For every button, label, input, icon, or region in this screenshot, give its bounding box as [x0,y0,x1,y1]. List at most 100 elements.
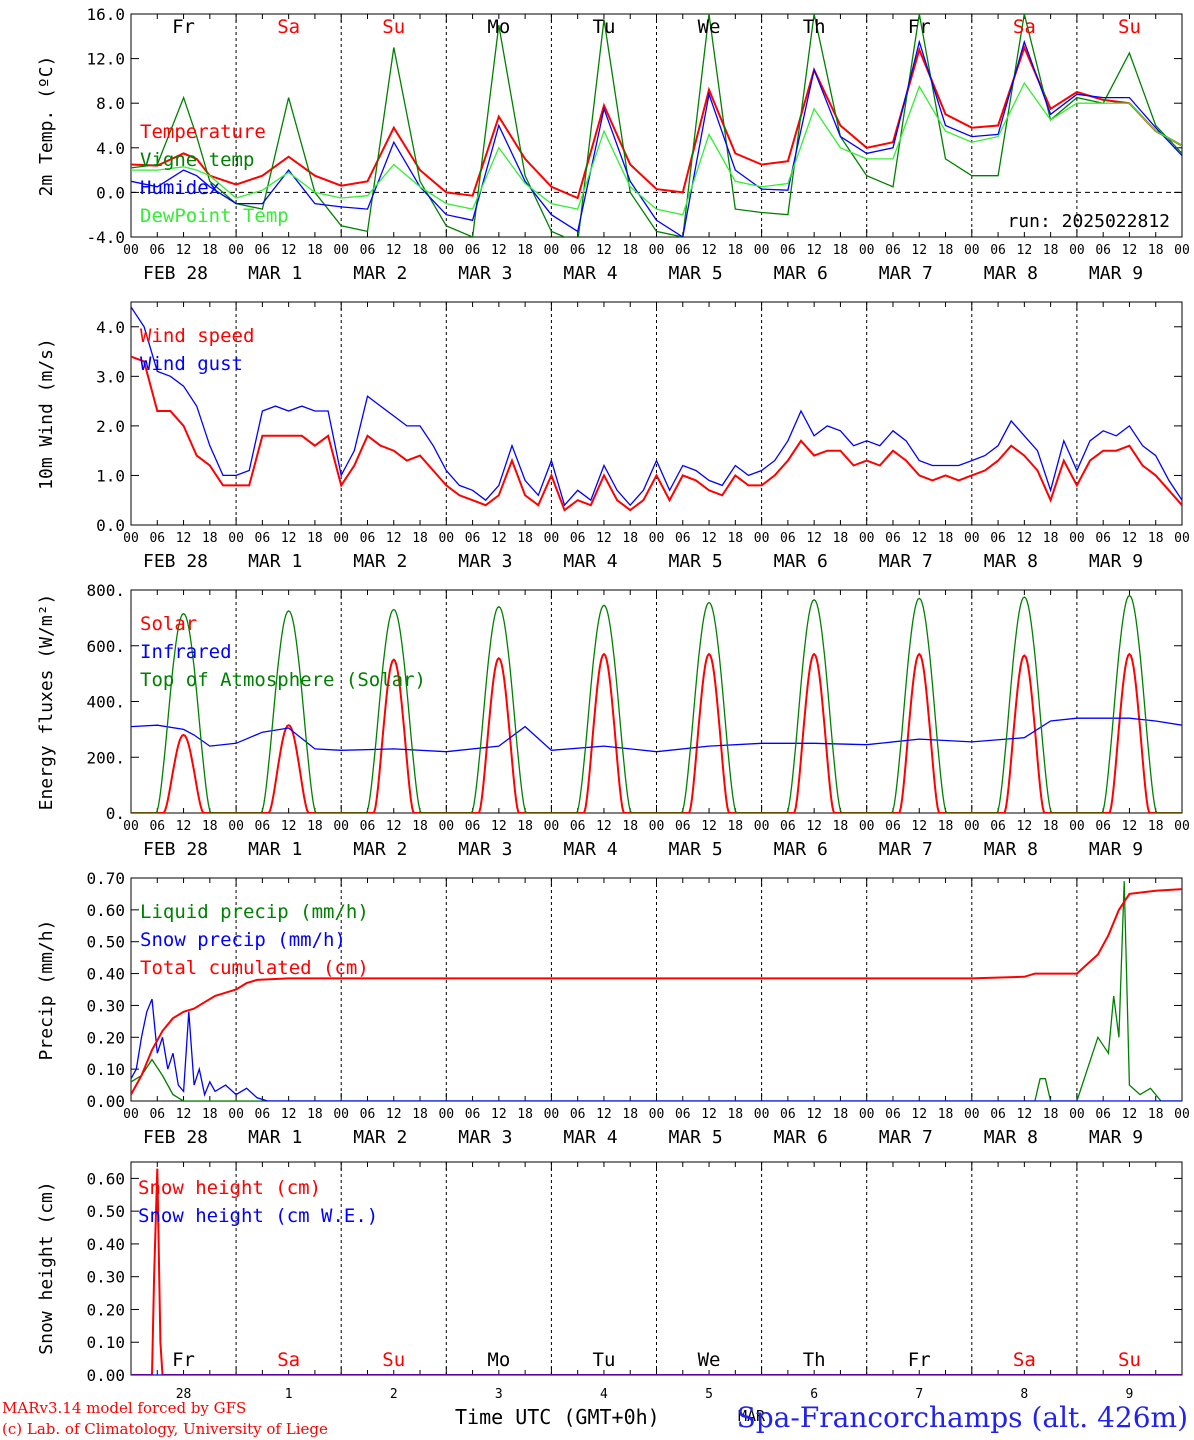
y-tick-label: 0.50 [86,933,125,952]
x-axis-label: Time UTC (GMT+0h) [455,1405,660,1429]
hour-label: 06 [675,531,691,546]
y-tick-label: 0.10 [86,1060,125,1079]
hour-label: 12 [176,243,192,258]
run-annotation: run: 2025022812 [1007,211,1170,232]
date-label: MAR 8 [984,1127,1038,1148]
day-name: Su [382,1349,405,1371]
hour-label: 18 [1043,243,1059,258]
hour-label: 12 [911,819,927,834]
series-group [131,306,1182,512]
legend-entry: Humidex [140,177,220,199]
hour-label: 18 [833,531,849,546]
hour-label: 18 [833,243,849,258]
hour-label: 12 [701,819,717,834]
hour-label: 00 [754,531,770,546]
hour-label: 06 [885,531,901,546]
hour-label: 06 [360,819,376,834]
date-label: MAR 8 [984,551,1038,572]
y-tick-label: 3.0 [96,367,125,386]
hour-label: 00 [859,531,875,546]
hour-label: 18 [622,819,638,834]
hour-label: 00 [964,531,980,546]
hour-label: 00 [754,819,770,834]
day-name: Mo [487,1349,510,1371]
date-label: MAR 8 [984,263,1038,284]
hour-label: 06 [570,243,586,258]
series-line-1 [131,1168,1182,1375]
hour-label: 12 [911,1107,927,1122]
date-label: MAR 1 [248,839,302,860]
hour-label: 18 [307,819,323,834]
date-label: MAR 5 [669,839,723,860]
y-tick-label: 400. [86,693,125,712]
hour-label: 18 [938,1107,954,1122]
date-label: MAR 4 [563,839,617,860]
model-credit: MARv3.14 model forced by GFS [2,1399,246,1417]
series-line-2 [131,14,1182,237]
hour-label: 00 [1069,243,1085,258]
legend-entry: Wind gust [140,353,243,375]
hour-label: 06 [465,1107,481,1122]
hour-label: 06 [885,819,901,834]
hour-label: 12 [701,243,717,258]
y-tick-label: 0.40 [86,1235,125,1254]
y-tick-label: 0.40 [86,965,125,984]
y-tick-label: 16.0 [86,5,125,24]
hour-label: 06 [780,1107,796,1122]
day-number: 5 [705,1387,713,1402]
legend-entry: Top of Atmosphere (Solar) [140,669,426,691]
hour-label: 18 [622,531,638,546]
hour-label: 12 [1122,531,1138,546]
series-group [131,881,1182,1101]
date-label: MAR 3 [458,1127,512,1148]
hour-label: 18 [622,243,638,258]
hour-label: 00 [1069,819,1085,834]
hour-label: 06 [149,819,165,834]
hour-label: 12 [806,819,822,834]
hour-label: 06 [780,531,796,546]
hour-label: 18 [202,1107,218,1122]
date-label: MAR 9 [1089,839,1143,860]
series-line-1 [131,881,1182,1101]
hour-label: 18 [412,819,428,834]
y-tick-label: 1.0 [96,466,125,485]
hour-label: 00 [649,531,665,546]
y-axis-label: 2m Temp. (ºC) [36,56,57,197]
hour-label: 00 [228,1107,244,1122]
hour-label: 00 [333,531,349,546]
date-label: MAR 9 [1089,1127,1143,1148]
hour-label: 06 [1095,531,1111,546]
hour-label: 18 [1148,1107,1164,1122]
hour-label: 06 [465,819,481,834]
hour-label: 12 [281,531,297,546]
legend-entry: Solar [140,613,197,635]
y-tick-label: 0.30 [86,1268,125,1287]
date-label: MAR 6 [774,263,828,284]
hour-label: 00 [964,819,980,834]
day-name: Fr [908,1349,931,1371]
hour-label: 06 [360,1107,376,1122]
hour-label: 00 [544,531,560,546]
hour-label: 18 [1043,1107,1059,1122]
location-title: Spa-Francorchamps (alt. 426m) [737,1401,1188,1434]
hour-label: 12 [806,1107,822,1122]
hour-label: 12 [386,1107,402,1122]
y-tick-label: 0.60 [86,1169,125,1188]
day-number: 9 [1126,1387,1134,1402]
hour-label: 12 [176,819,192,834]
y-tick-label: 4.0 [96,318,125,337]
y-tick-label: 12.0 [86,50,125,69]
hour-label: 00 [438,531,454,546]
day-name: Sa [1013,16,1036,38]
hour-label: 00 [859,243,875,258]
day-number: 28 [176,1387,192,1402]
date-label: MAR 5 [669,551,723,572]
hour-label: 00 [649,243,665,258]
day-name: We [698,1349,721,1371]
date-label: MAR 1 [248,1127,302,1148]
hour-label: 18 [517,1107,533,1122]
date-label: FEB 28 [143,263,208,284]
hour-label: 12 [911,243,927,258]
y-tick-label: 0. [106,804,125,823]
hour-label: 00 [228,243,244,258]
